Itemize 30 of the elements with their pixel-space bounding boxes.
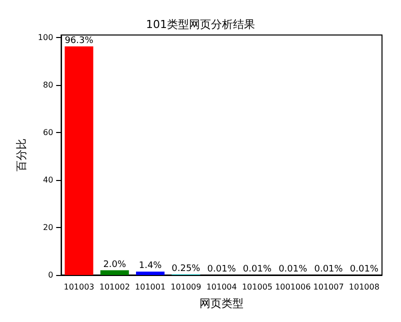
- data-label: 96.3%: [64, 36, 94, 46]
- y-tick-label: 0: [48, 270, 54, 280]
- x-tick-label: 1001006: [275, 282, 311, 292]
- data-label: 2.0%: [103, 260, 127, 270]
- x-tick-label: 101009: [170, 282, 202, 292]
- y-tick-label: 100: [38, 33, 54, 42]
- x-tick-label: 101001: [135, 282, 166, 292]
- x-tick-label: 101003: [64, 282, 94, 292]
- x-tick-label: 101002: [99, 282, 130, 292]
- y-tick-label: 40: [42, 176, 54, 185]
- bar: [136, 272, 165, 275]
- x-axis-title: 网页类型: [200, 297, 244, 310]
- x-tick-label: 101007: [313, 282, 344, 292]
- data-label: 1.4%: [138, 261, 162, 272]
- data-label: 0.01%: [314, 264, 344, 274]
- data-label: 0.01%: [278, 264, 308, 274]
- x-tick-label: 101005: [242, 282, 273, 292]
- data-label: 0.01%: [242, 264, 272, 274]
- data-label: 0.25%: [172, 264, 201, 274]
- x-tick-label: 101008: [348, 282, 380, 292]
- y-tick-label: 80: [42, 80, 54, 90]
- x-tick-label: 101004: [206, 282, 237, 292]
- data-label: 0.01%: [350, 264, 379, 274]
- chart-title: 101类型网页分析结果: [146, 18, 255, 31]
- bar: [100, 270, 129, 275]
- bar: [64, 46, 94, 275]
- y-axis-title: 百分比: [15, 138, 28, 172]
- y-tick-label: 20: [42, 223, 54, 232]
- y-tick-label: 60: [42, 128, 54, 138]
- data-label: 0.01%: [207, 264, 236, 274]
